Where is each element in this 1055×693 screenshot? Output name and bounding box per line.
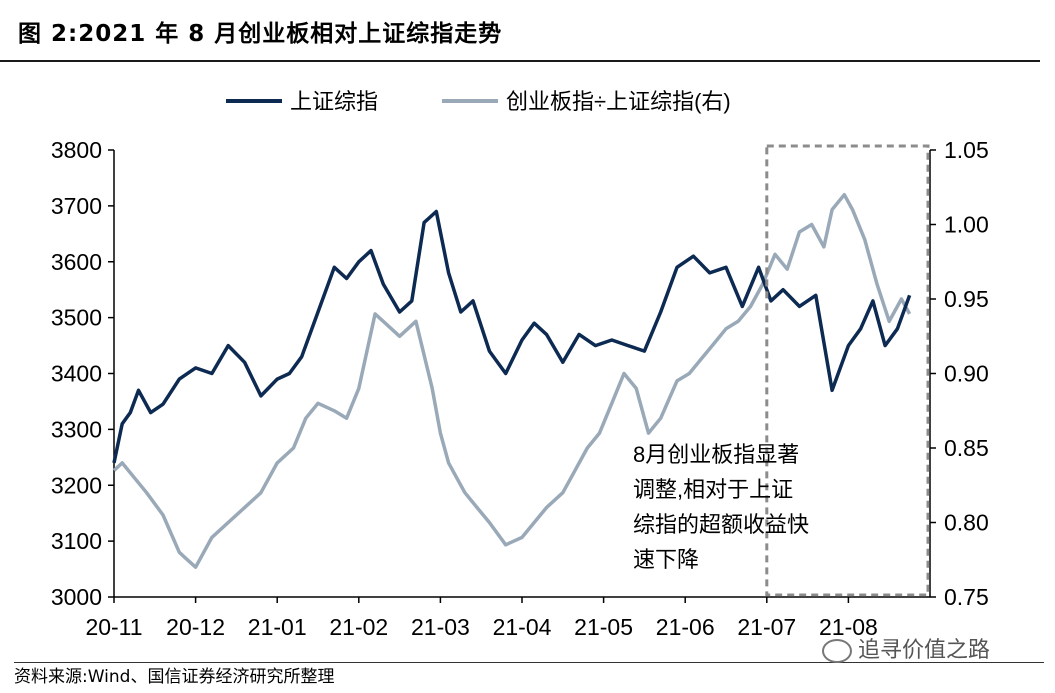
x-tick-label: 21-03 [411,614,470,640]
x-tick-label: 21-02 [329,614,388,640]
annotation-line: 调整,相对于上证 [633,477,793,502]
left-tick-label: 3300 [51,416,102,442]
watermark-text: 追寻价值之路 [858,638,991,663]
x-tick-label: 21-01 [248,614,307,640]
right-tick-label: 1.00 [944,212,989,238]
annotation-line: 速下降 [633,547,699,572]
right-tick-label: 0.85 [944,435,989,461]
x-tick-label: 21-06 [656,614,715,640]
series-line-ratio [112,192,912,569]
right-tick-label: 0.95 [944,286,989,312]
title-bar: 图 2:2021 年 8 月创业板相对上证综指走势 [0,0,1040,62]
source-note: 资料来源:Wind、国信证券经济研究所整理 [14,662,1044,693]
left-tick-label: 3500 [51,305,102,331]
right-tick-label: 0.80 [944,510,989,536]
legend-label-ratio: 创业板指÷上证综指(右) [506,89,731,114]
x-tick-label: 21-05 [574,614,633,640]
left-tick-label: 3100 [51,528,102,554]
left-tick-label: 3400 [51,361,102,387]
left-tick-label: 3600 [51,249,102,275]
right-tick-label: 1.05 [944,137,989,163]
annotation-line: 综指的超额收益快 [633,512,809,537]
left-tick-label: 3200 [51,472,102,498]
wechat-icon [822,639,852,663]
series-line-shanghai [112,209,912,464]
right-tick-label: 0.75 [944,584,989,610]
watermark: 追寻价值之路 [822,632,990,664]
august-highlight-box [765,144,930,597]
x-tick-label: 20-12 [166,614,225,640]
x-tick-label: 21-04 [493,614,552,640]
left-tick-label: 3000 [51,584,102,610]
line-chart: 3800 3700 3600 3500 3400 3300 3200 3100 3000 1.05… [51,89,989,640]
legend-label-shanghai: 上证综指 [290,89,378,114]
right-tick-label: 0.90 [944,361,989,387]
x-tick-label: 21-07 [737,614,796,640]
x-tick-label: 21-08 [819,614,878,640]
x-tick-label: 20-11 [85,614,142,640]
chart-title: 图 2:2021 年 8 月创业板相对上证综指走势 [18,21,503,47]
annotation-line: 8月创业板指显著 [633,442,799,467]
left-tick-label: 3800 [51,137,102,163]
left-tick-label: 3700 [51,193,102,219]
